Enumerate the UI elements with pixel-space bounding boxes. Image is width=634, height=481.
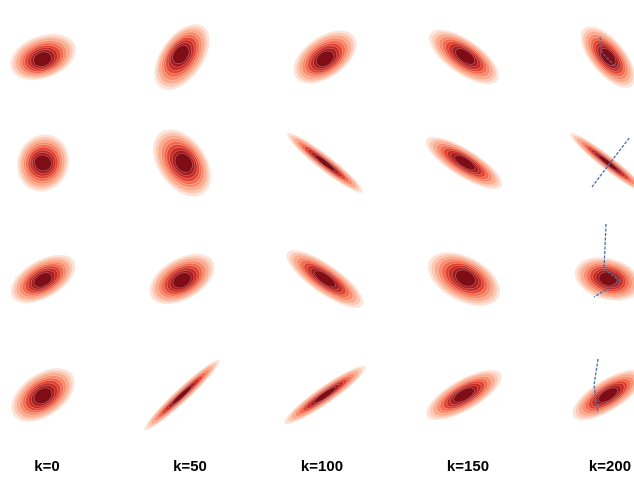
density-panel-r4-c3 xyxy=(284,365,366,425)
density-panel-r1-c1 xyxy=(10,34,76,80)
density-panel-r3-c5 xyxy=(574,257,634,301)
density-panel-r3-c1 xyxy=(10,254,76,304)
density-panel-r2-c5 xyxy=(570,133,634,193)
density-contour-level-9 xyxy=(315,50,335,67)
density-panel-r1-c2 xyxy=(154,24,210,90)
density-contour-level-9 xyxy=(33,272,53,288)
column-label-k0: k=0 xyxy=(34,458,60,475)
density-contour-level-9 xyxy=(172,272,192,289)
density-contour-level-9 xyxy=(314,270,336,288)
column-label-k200: k=200 xyxy=(588,458,632,475)
density-panel-r2-c4 xyxy=(425,136,503,190)
column-label-k50: k=50 xyxy=(173,458,207,475)
density-contour-level-9 xyxy=(172,45,190,65)
density-panel-r2-c1 xyxy=(17,134,69,192)
density-panel-r4-c5 xyxy=(572,369,634,421)
density-contour-level-9 xyxy=(313,386,337,404)
density-panel-r3-c3 xyxy=(286,250,364,308)
density-contour-level-9 xyxy=(174,153,193,173)
density-panel-r2-c2 xyxy=(153,129,211,197)
density-panel-r1-c4 xyxy=(429,29,499,85)
trajectory-overlay-line xyxy=(593,358,599,414)
density-panel-r4-c2 xyxy=(144,359,220,431)
density-contour-level-9 xyxy=(34,154,52,172)
density-contour-level-9 xyxy=(597,154,619,172)
density-panel-r2-c3 xyxy=(287,133,363,193)
trajectory-overlay-line xyxy=(593,223,622,298)
density-panel-r4-c4 xyxy=(426,369,502,421)
column-label-k100: k=100 xyxy=(300,458,344,475)
density-contour-level-9 xyxy=(597,387,619,403)
density-contour-level-9 xyxy=(33,51,52,67)
density-panel-r4-c1 xyxy=(11,368,75,422)
density-panel-r1-c3 xyxy=(293,30,357,84)
density-contour-level-9 xyxy=(454,154,476,171)
density-panel-r3-c4 xyxy=(427,252,501,306)
column-label-k150: k=150 xyxy=(446,458,490,475)
density-panels xyxy=(10,24,634,431)
density-contour-level-9 xyxy=(33,387,53,405)
density-panel-r1-c5 xyxy=(580,26,634,88)
density-contour-level-9 xyxy=(453,387,475,403)
density-contour-level-9 xyxy=(455,269,476,287)
density-contour-level-9 xyxy=(455,48,476,65)
density-contour-level-9 xyxy=(171,385,193,405)
density-panel-r3-c2 xyxy=(149,253,215,305)
density-contour-level-9 xyxy=(314,154,336,172)
trajectory-overlay-line xyxy=(599,36,619,70)
trajectory-overlay-line xyxy=(591,136,631,188)
